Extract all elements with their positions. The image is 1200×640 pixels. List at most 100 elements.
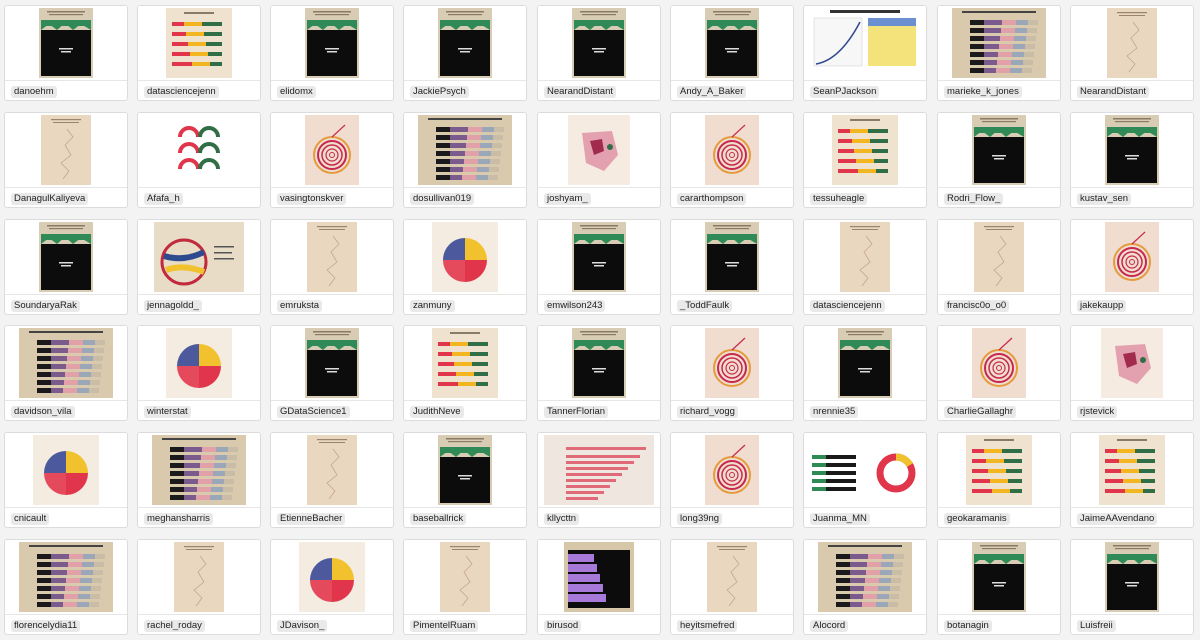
gallery-card[interactable]: richard_vogg xyxy=(670,325,794,421)
gallery-card[interactable]: florencelydia11 xyxy=(4,539,128,635)
card-thumbnail[interactable] xyxy=(804,433,926,507)
card-username[interactable]: emruksta xyxy=(277,300,323,312)
card-username[interactable]: JudithNeve xyxy=(410,406,464,418)
card-thumbnail[interactable] xyxy=(804,6,926,80)
card-username[interactable]: Andy_A_Baker xyxy=(677,86,747,98)
card-username[interactable]: JackiePsych xyxy=(410,86,469,98)
gallery-card[interactable]: long39ng xyxy=(670,432,794,528)
card-username[interactable]: davidson_vila xyxy=(11,406,75,418)
gallery-card[interactable]: geokaramanis xyxy=(937,432,1061,528)
card-username[interactable]: danoehm xyxy=(11,86,57,98)
gallery-card[interactable]: winterstat xyxy=(137,325,261,421)
card-thumbnail[interactable] xyxy=(538,220,660,294)
card-username[interactable]: jennagoldd_ xyxy=(144,300,202,312)
gallery-card[interactable]: Rodri_Flow_ xyxy=(937,112,1061,208)
card-username[interactable]: datasciencejenn xyxy=(144,86,219,98)
card-username[interactable]: SeanPJackson xyxy=(810,86,880,98)
gallery-card[interactable]: SeanPJackson xyxy=(803,5,927,101)
gallery-card[interactable]: Andy_A_Baker xyxy=(670,5,794,101)
card-username[interactable]: GDataScience1 xyxy=(277,406,350,418)
card-username[interactable]: francisc0o_o0 xyxy=(944,300,1010,312)
card-thumbnail[interactable] xyxy=(538,6,660,80)
gallery-card[interactable]: zanmuny xyxy=(403,219,527,315)
card-username[interactable]: marieke_k_jones xyxy=(944,86,1022,98)
card-thumbnail[interactable] xyxy=(404,540,526,614)
card-thumbnail[interactable] xyxy=(404,433,526,507)
gallery-card[interactable]: TannerFlorian xyxy=(537,325,661,421)
card-thumbnail[interactable] xyxy=(5,326,127,400)
card-username[interactable]: Juanma_MN xyxy=(810,513,870,525)
card-thumbnail[interactable] xyxy=(271,326,393,400)
card-thumbnail[interactable] xyxy=(538,113,660,187)
card-thumbnail[interactable] xyxy=(5,433,127,507)
card-username[interactable]: emwilson243 xyxy=(544,300,606,312)
card-username[interactable]: _ToddFaulk xyxy=(677,300,733,312)
card-thumbnail[interactable] xyxy=(138,540,260,614)
card-thumbnail[interactable] xyxy=(1071,433,1193,507)
card-thumbnail[interactable] xyxy=(1071,540,1193,614)
card-username[interactable]: Luisfreii xyxy=(1077,620,1116,632)
gallery-card[interactable]: joshyam_ xyxy=(537,112,661,208)
gallery-card[interactable]: botanagin xyxy=(937,539,1061,635)
card-username[interactable]: kustav_sen xyxy=(1077,193,1132,205)
gallery-card[interactable]: PimentelRuam xyxy=(403,539,527,635)
gallery-card[interactable]: _ToddFaulk xyxy=(670,219,794,315)
card-thumbnail[interactable] xyxy=(538,326,660,400)
card-thumbnail[interactable] xyxy=(804,326,926,400)
card-username[interactable]: datasciencejenn xyxy=(810,300,885,312)
card-thumbnail[interactable] xyxy=(671,6,793,80)
card-username[interactable]: baseballrick xyxy=(410,513,467,525)
card-thumbnail[interactable] xyxy=(938,113,1060,187)
card-username[interactable]: tessuheagle xyxy=(810,193,868,205)
card-username[interactable]: elidomx xyxy=(277,86,316,98)
gallery-card[interactable]: GDataScience1 xyxy=(270,325,394,421)
card-username[interactable]: JDavison_ xyxy=(277,620,328,632)
gallery-card[interactable]: davidson_vila xyxy=(4,325,128,421)
card-username[interactable]: NearandDistant xyxy=(1077,86,1150,98)
gallery-card[interactable]: rachel_roday xyxy=(137,539,261,635)
card-username[interactable]: SoundaryaRak xyxy=(11,300,80,312)
card-thumbnail[interactable] xyxy=(138,326,260,400)
gallery-card[interactable]: JaimeAAvendano xyxy=(1070,432,1194,528)
gallery-card[interactable]: danoehm xyxy=(4,5,128,101)
gallery-card[interactable]: meghansharris xyxy=(137,432,261,528)
card-thumbnail[interactable] xyxy=(671,220,793,294)
card-thumbnail[interactable] xyxy=(5,113,127,187)
card-thumbnail[interactable] xyxy=(271,220,393,294)
card-thumbnail[interactable] xyxy=(1071,326,1193,400)
gallery-card[interactable]: kustav_sen xyxy=(1070,112,1194,208)
card-thumbnail[interactable] xyxy=(5,220,127,294)
card-username[interactable]: richard_vogg xyxy=(677,406,738,418)
gallery-card[interactable]: heyitsmefred xyxy=(670,539,794,635)
card-username[interactable]: CharlieGallaghr xyxy=(944,406,1017,418)
card-username[interactable]: florencelydia11 xyxy=(11,620,81,632)
gallery-card[interactable]: tessuheagle xyxy=(803,112,927,208)
gallery-card[interactable]: cnicault xyxy=(4,432,128,528)
card-thumbnail[interactable] xyxy=(404,326,526,400)
card-thumbnail[interactable] xyxy=(5,540,127,614)
card-username[interactable]: zanmuny xyxy=(410,300,455,312)
card-thumbnail[interactable] xyxy=(138,433,260,507)
gallery-card[interactable]: DanagulKaliyeva xyxy=(4,112,128,208)
gallery-card[interactable]: emruksta xyxy=(270,219,394,315)
gallery-card[interactable]: vasingtonskver xyxy=(270,112,394,208)
gallery-card[interactable]: emwilson243 xyxy=(537,219,661,315)
card-username[interactable]: rachel_roday xyxy=(144,620,205,632)
card-username[interactable]: Alocord xyxy=(810,620,849,632)
gallery-card[interactable]: SoundaryaRak xyxy=(4,219,128,315)
gallery-card[interactable]: dosullivan019 xyxy=(403,112,527,208)
card-username[interactable]: joshyam_ xyxy=(544,193,591,205)
card-username[interactable]: vasingtonskver xyxy=(277,193,347,205)
card-username[interactable]: winterstat xyxy=(144,406,191,418)
card-username[interactable]: DanagulKaliyeva xyxy=(11,193,89,205)
gallery-card[interactable]: cararthompson xyxy=(670,112,794,208)
gallery-card[interactable]: JDavison_ xyxy=(270,539,394,635)
gallery-card[interactable]: baseballrick xyxy=(403,432,527,528)
card-thumbnail[interactable] xyxy=(138,113,260,187)
gallery-card[interactable]: JudithNeve xyxy=(403,325,527,421)
gallery-card[interactable]: JackiePsych xyxy=(403,5,527,101)
card-thumbnail[interactable] xyxy=(1071,6,1193,80)
card-thumbnail[interactable] xyxy=(538,540,660,614)
card-thumbnail[interactable] xyxy=(271,113,393,187)
card-username[interactable]: dosullivan019 xyxy=(410,193,475,205)
